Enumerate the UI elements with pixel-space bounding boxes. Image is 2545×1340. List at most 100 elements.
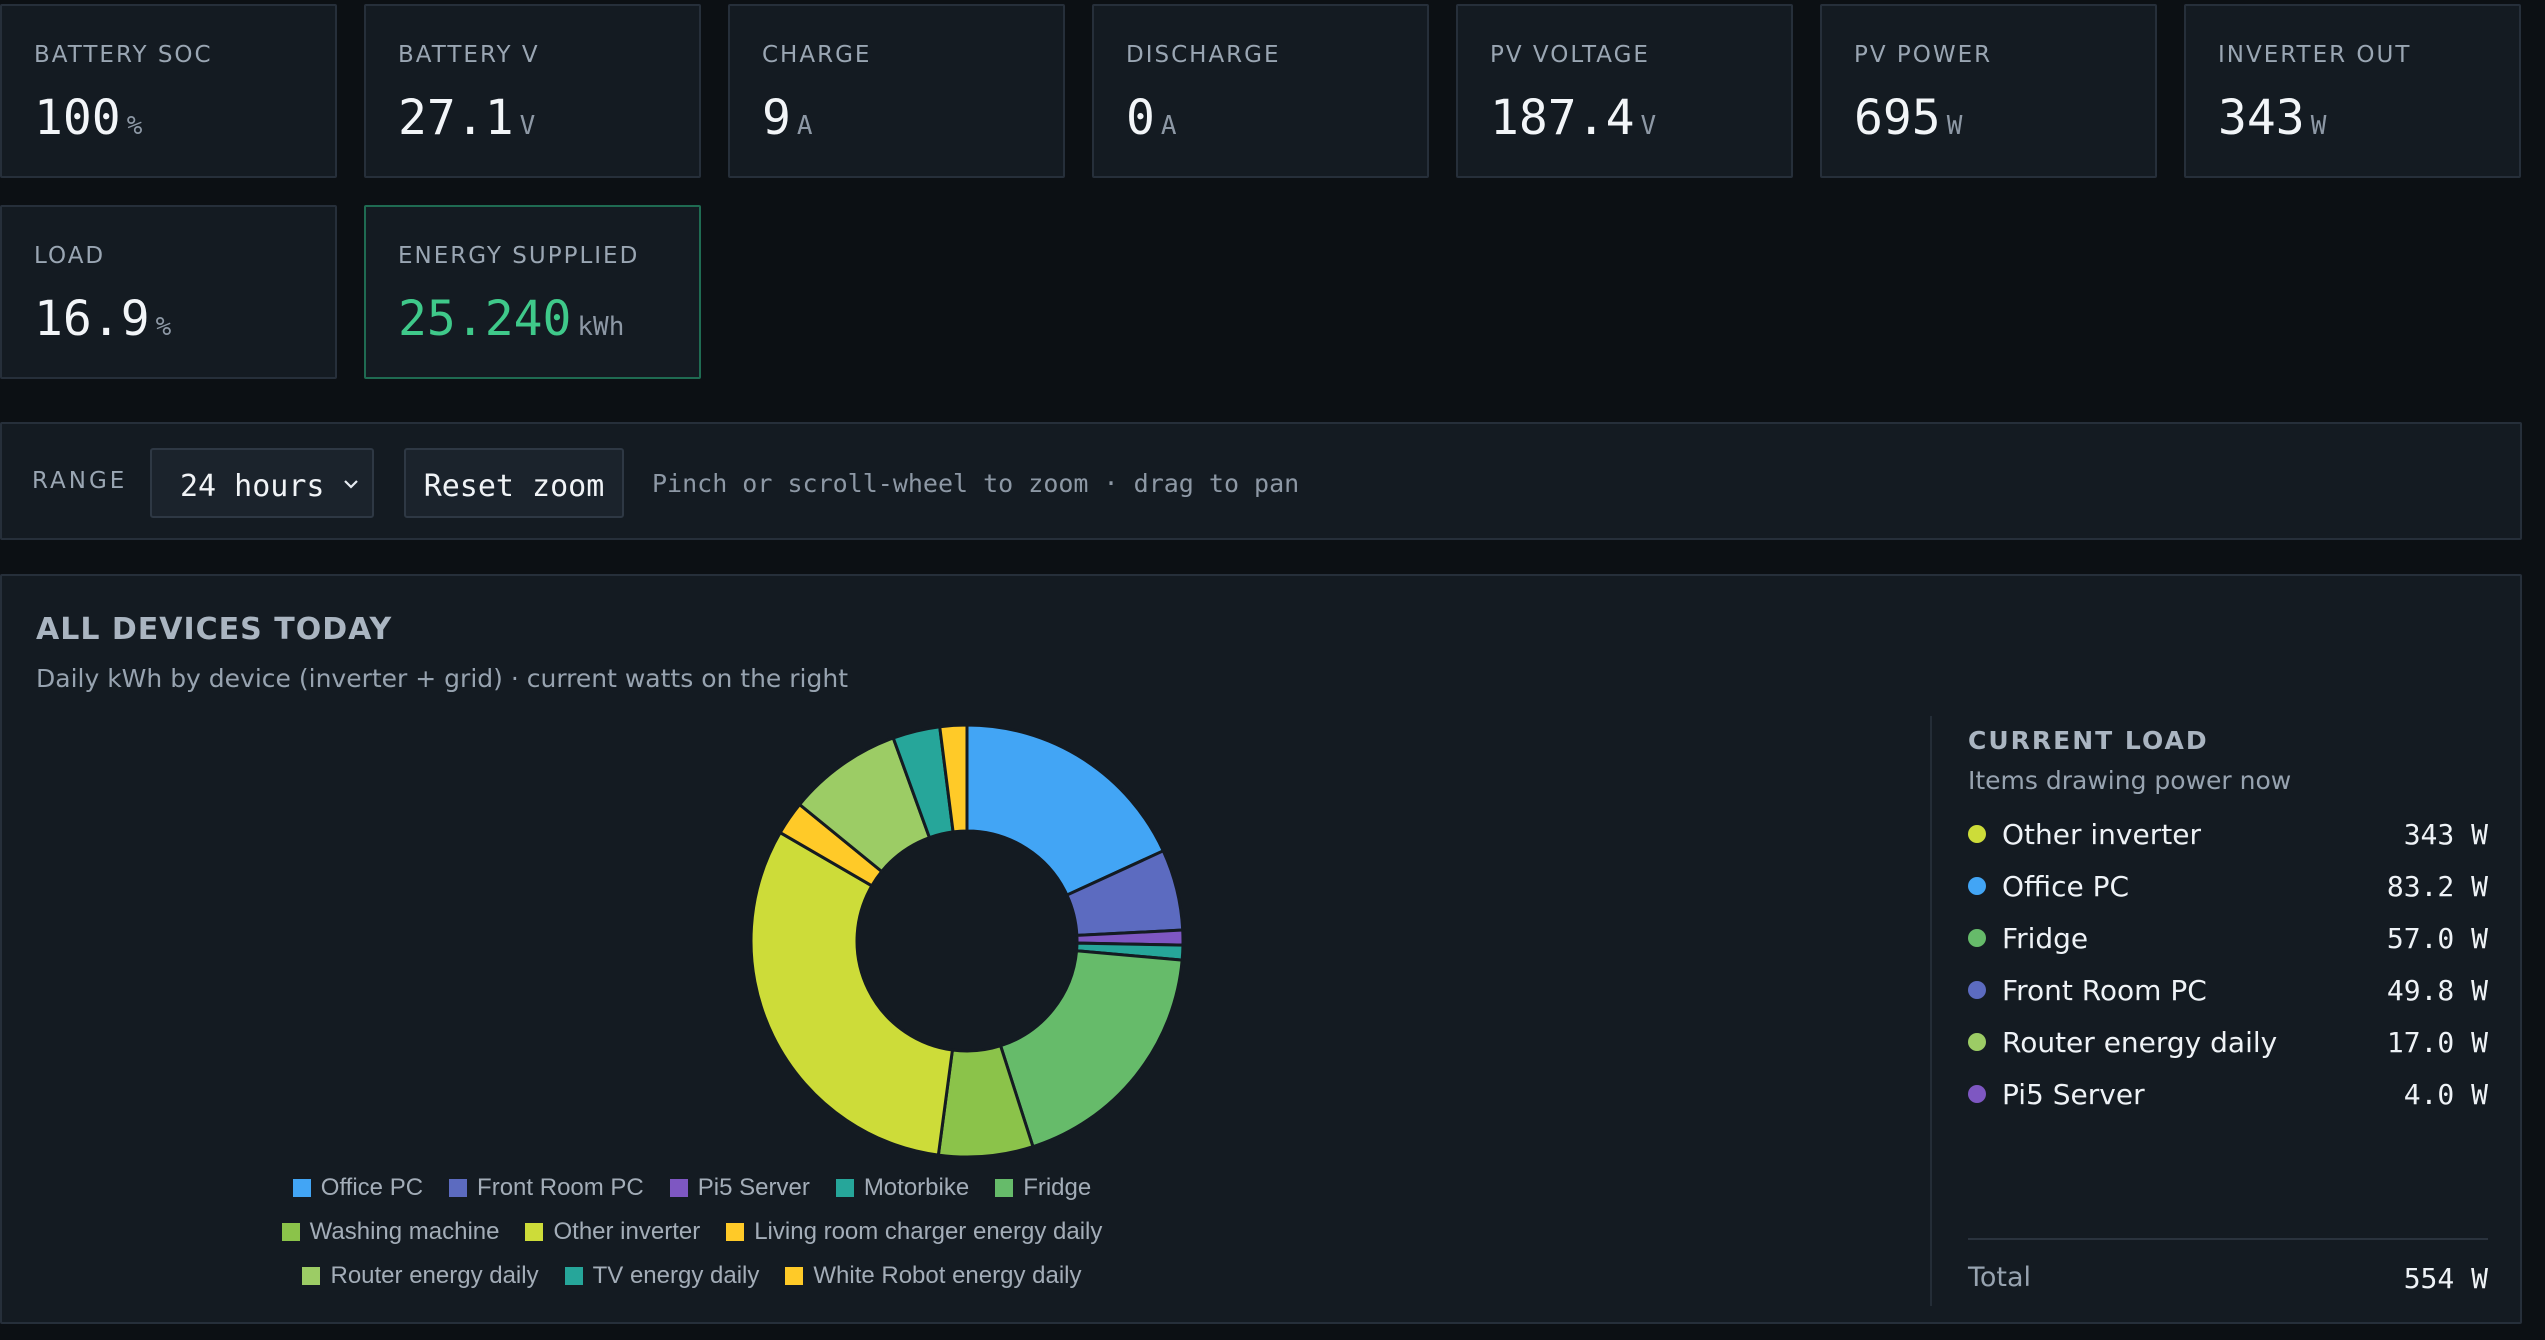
legend-row: Office PC Front Room PC Pi5 Server Motorbik…	[2, 1174, 1382, 1202]
legend-item[interactable]: Other inverter	[525, 1218, 700, 1246]
legend-label: Pi5 Server	[697, 1174, 810, 1201]
legend-label: Washing machine	[309, 1218, 500, 1245]
legend-swatch	[292, 1179, 311, 1197]
stat-label: DISCHARGE	[1126, 42, 1281, 68]
all-devices-panel: ALL DEVICES TODAY Daily kWh by device (i…	[0, 574, 2522, 1324]
stat-unit: A	[796, 111, 813, 141]
stat-value: 100%	[34, 90, 143, 146]
legend-item[interactable]: TV energy daily	[564, 1262, 760, 1290]
stat-unit: A	[1160, 111, 1177, 141]
stat-label: ENERGY SUPPLIED	[398, 243, 640, 269]
range-select-value: 24 hours	[180, 469, 325, 504]
legend-swatch	[525, 1223, 544, 1241]
legend-label: Fridge	[1023, 1174, 1092, 1201]
legend-row: Router energy daily TV energy daily White …	[2, 1262, 1382, 1290]
current-load-name: Router energy daily	[2002, 1026, 2278, 1059]
stat-unit: %	[126, 111, 143, 141]
stat-label: BATTERY V	[398, 42, 540, 68]
status-dot-icon	[1968, 981, 1986, 999]
donut-slice-other-inverter[interactable]	[749, 830, 955, 1157]
current-load-name: Office PC	[2002, 870, 2130, 903]
current-load-item: Other inverter 343 W	[1968, 814, 2488, 854]
status-dot-icon	[1968, 929, 1986, 947]
legend-label: Front Room PC	[477, 1174, 644, 1201]
current-load-name: Other inverter	[2002, 818, 2201, 851]
legend-item[interactable]: Motorbike	[835, 1174, 970, 1202]
stat-label: BATTERY SOC	[34, 42, 213, 68]
legend-item[interactable]: Pi5 Server	[669, 1174, 810, 1202]
legend-label: Motorbike	[863, 1174, 970, 1201]
current-load-value: 83.2 W	[2386, 870, 2488, 903]
panel-divider	[1930, 716, 1932, 1306]
stat-unit: kWh	[577, 312, 625, 342]
stat-label: LOAD	[34, 243, 106, 269]
panel-subtitle: Daily kWh by device (inverter + grid) · …	[36, 664, 848, 693]
donut-slice-fridge[interactable]	[998, 949, 1184, 1149]
stat-card-pv-voltage: PV VOLTAGE 187.4 V	[1456, 4, 1793, 178]
stat-unit: W	[1946, 111, 1963, 141]
legend-label: White Robot energy daily	[813, 1262, 1082, 1289]
stat-value: 16.9%	[34, 291, 172, 347]
legend-swatch	[995, 1179, 1014, 1197]
current-load-subtitle: Items drawing power now	[1968, 766, 2292, 795]
stat-card-energy-supplied: ENERGY SUPPLIED 25.240 kWh	[364, 205, 701, 379]
stat-unit: V	[519, 111, 536, 141]
legend-item[interactable]: Fridge	[995, 1174, 1091, 1202]
legend-item[interactable]: Living room charger energy daily	[726, 1218, 1102, 1246]
stat-value: 25.240 kWh	[398, 291, 625, 347]
stat-label: PV VOLTAGE	[1490, 42, 1650, 68]
stat-card-load: LOAD 16.9%	[0, 205, 337, 379]
legend-label: Router energy daily	[330, 1262, 539, 1289]
current-load-item: Pi5 Server 4.0 W	[1968, 1074, 2488, 1114]
stat-unit: %	[155, 312, 172, 342]
legend-swatch	[785, 1267, 804, 1285]
legend-item[interactable]: Washing machine	[281, 1218, 500, 1246]
device-energy-donut-chart[interactable]	[742, 716, 1192, 1166]
stat-label: CHARGE	[762, 42, 872, 68]
stat-value: 695 W	[1854, 90, 1963, 146]
reset-zoom-button[interactable]: Reset zoom	[404, 448, 624, 518]
donut-slice-white-robot-energy-daily[interactable]	[938, 723, 969, 834]
stat-card-battery-v: BATTERY V 27.1 V	[364, 4, 701, 178]
zoom-hint: Pinch or scroll-wheel to zoom · drag to …	[652, 469, 1300, 498]
legend-swatch	[564, 1267, 583, 1285]
legend-row: Washing machine Other inverter Living room…	[2, 1218, 1382, 1246]
chevron-down-icon	[344, 480, 358, 489]
current-load-value: 57.0 W	[2386, 922, 2488, 955]
status-dot-icon	[1968, 825, 1986, 843]
legend-item[interactable]: Office PC	[292, 1174, 424, 1202]
current-load-value: 343 W	[2403, 818, 2488, 851]
range-select[interactable]: 24 hours	[150, 448, 374, 518]
stat-card-pv-power: PV POWER 695 W	[1820, 4, 2157, 178]
current-load-item: Fridge 57.0 W	[1968, 918, 2488, 958]
range-toolbar: RANGE 24 hours Reset zoom Pinch or scrol…	[0, 422, 2522, 540]
legend-label: Other inverter	[553, 1218, 701, 1245]
current-load-item: Router energy daily 17.0 W	[1968, 1022, 2488, 1062]
total-divider	[1968, 1238, 2488, 1240]
stat-card-battery-soc: BATTERY SOC 100%	[0, 4, 337, 178]
legend-label: TV energy daily	[592, 1262, 760, 1289]
legend-swatch	[281, 1223, 300, 1241]
current-load-value: 4.0 W	[2403, 1078, 2488, 1111]
legend-item[interactable]: Router energy daily	[302, 1262, 539, 1290]
legend-swatch	[669, 1179, 688, 1197]
legend-swatch	[726, 1223, 745, 1241]
legend-item[interactable]: White Robot energy daily	[785, 1262, 1082, 1290]
stat-card-inverter-out: INVERTER OUT 343 W	[2184, 4, 2521, 178]
legend-item[interactable]: Front Room PC	[449, 1174, 644, 1202]
current-load-name: Pi5 Server	[2002, 1078, 2145, 1111]
donut-slice-office-pc[interactable]	[965, 723, 1166, 898]
stat-label: INVERTER OUT	[2218, 42, 2412, 68]
total-label: Total	[1968, 1262, 2032, 1293]
status-dot-icon	[1968, 877, 1986, 895]
current-load-value: 49.8 W	[2386, 974, 2488, 1007]
stat-unit: V	[1640, 111, 1657, 141]
status-dot-icon	[1968, 1085, 1986, 1103]
legend-label: Office PC	[320, 1174, 424, 1201]
legend-label: Living room charger energy daily	[754, 1218, 1103, 1245]
legend-swatch	[302, 1267, 321, 1285]
